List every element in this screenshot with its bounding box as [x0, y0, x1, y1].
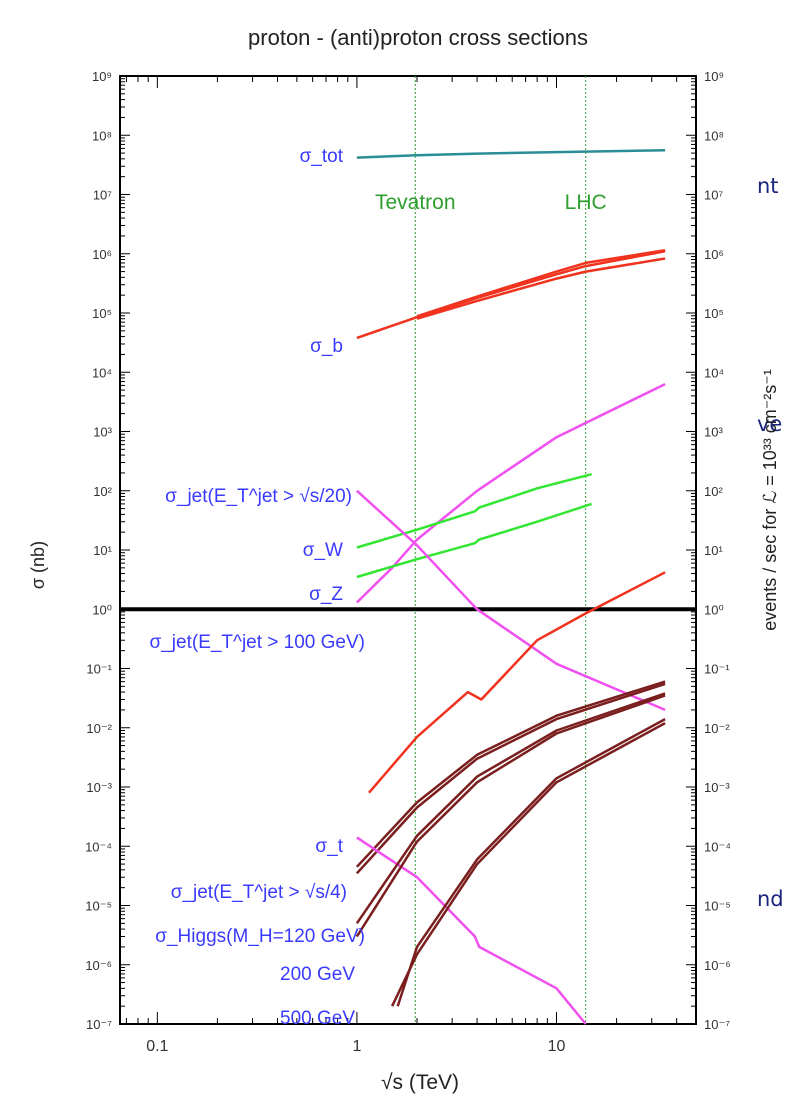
- series-line: [356, 382, 666, 604]
- y-tick-label: 10⁻²: [86, 721, 112, 736]
- reference-line-label: LHC: [565, 191, 607, 214]
- series-line: [416, 248, 666, 318]
- y2-tick-label: 10²: [704, 484, 723, 499]
- y2-tick-label: 10⁵: [704, 306, 724, 321]
- series-label: 500 GeV: [280, 1008, 355, 1029]
- side-text-fragment: nt: [757, 174, 779, 198]
- y-tick-label: 10¹: [93, 543, 112, 558]
- side-text-fragment: nd: [757, 887, 784, 911]
- series-line: [356, 489, 666, 712]
- x-axis-label: √s (TeV): [381, 1071, 459, 1094]
- y2-tick-label: 10⁻⁵: [704, 899, 731, 914]
- series-line: [396, 718, 666, 1007]
- y-tick-label: 10⁷: [93, 188, 112, 203]
- series-line: [356, 472, 592, 549]
- y2-tick-label: 10⁻⁶: [704, 958, 731, 973]
- y-tick-label: 10⁹: [92, 69, 112, 84]
- y-tick-label: 10⁻³: [86, 780, 112, 795]
- series-label: σ_tot: [300, 146, 344, 167]
- series-line: [390, 722, 666, 1007]
- y2-tick-label: 10⁷: [704, 188, 723, 203]
- series-line: [355, 692, 666, 925]
- x-tick-label: 0.1: [146, 1038, 168, 1055]
- y2-axis-label: events / sec for ℒ = 10³³ cm⁻²s⁻¹: [760, 369, 780, 631]
- y2-tick-label: 10⁶: [704, 247, 724, 262]
- x-tick-label: 1: [352, 1038, 361, 1055]
- series-label: σ_b: [310, 336, 343, 357]
- y-tick-label: 10³: [93, 425, 112, 440]
- axis-ticks: 10⁻⁷ 10⁻⁷ 10⁻⁶ 10⁻⁶ 10⁻⁵ 10⁻⁵ 10⁻⁴ 10⁻⁴ 10⁻³ 10⁻³…: [85, 69, 731, 1055]
- series-label: σ_Z: [309, 584, 343, 605]
- series-line: [355, 694, 666, 938]
- y2-tick-label: 10⁻²: [704, 721, 730, 736]
- y2-tick-label: 10⁰: [704, 602, 724, 617]
- series-layer: [355, 148, 666, 1025]
- y2-tick-label: 10⁻⁴: [704, 839, 731, 854]
- chart-title: proton - (anti)proton cross sections: [248, 25, 588, 50]
- series-label: σ_jet(E_T^jet > 100 GeV): [150, 632, 366, 653]
- series-labels: σ_tot σ_b σ_jet(E_T^jet > √s/20) σ_W σ_Z σ_je…: [150, 146, 366, 1029]
- y-tick-label: 10⁴: [92, 365, 112, 380]
- series-line: [355, 680, 666, 868]
- y2-tick-label: 10⁻³: [704, 780, 730, 795]
- y-tick-label: 10⁻⁶: [85, 958, 112, 973]
- series-label: 200 GeV: [280, 964, 355, 985]
- series-line: [356, 502, 592, 579]
- series-label: σ_t: [315, 836, 343, 857]
- y2-tick-label: 10⁻¹: [704, 662, 730, 677]
- series-line: [356, 250, 666, 340]
- series-line: [355, 682, 666, 875]
- y-tick-label: 10⁻¹: [86, 662, 112, 677]
- y-tick-label: 10⁰: [92, 602, 112, 617]
- series-label: σ_Higgs(M_H=120 GeV): [155, 926, 365, 947]
- series-label: σ_W: [303, 540, 343, 561]
- y2-tick-label: 10³: [704, 425, 723, 440]
- y2-tick-label: 10⁸: [704, 128, 724, 143]
- series-label: σ_jet(E_T^jet > √s/4): [171, 882, 347, 903]
- y-tick-label: 10⁻⁷: [86, 1017, 112, 1032]
- y-axis-label: σ (nb): [28, 541, 48, 589]
- series-label: σ_jet(E_T^jet > √s/20): [165, 486, 352, 507]
- series-line: [356, 836, 587, 1025]
- y-tick-label: 10⁵: [92, 306, 112, 321]
- y-tick-label: 10⁸: [92, 128, 112, 143]
- reference-lines: Tevatron LHC: [120, 76, 696, 1024]
- series-line: [368, 571, 666, 794]
- series-line: [356, 148, 666, 159]
- y-tick-label: 10⁶: [92, 247, 112, 262]
- series-line: [416, 257, 666, 320]
- side-text-fragment: ve: [757, 412, 783, 436]
- y2-tick-label: 10⁹: [704, 69, 724, 84]
- y-tick-label: 10⁻⁵: [85, 899, 112, 914]
- x-tick-label: 10: [548, 1038, 566, 1055]
- reference-line-label: Tevatron: [375, 191, 456, 214]
- y2-tick-label: 10⁻⁷: [704, 1017, 730, 1032]
- y-tick-label: 10⁻⁴: [85, 839, 112, 854]
- y2-tick-label: 10⁴: [704, 365, 724, 380]
- y2-tick-label: 10¹: [704, 543, 723, 558]
- y-tick-label: 10²: [93, 484, 112, 499]
